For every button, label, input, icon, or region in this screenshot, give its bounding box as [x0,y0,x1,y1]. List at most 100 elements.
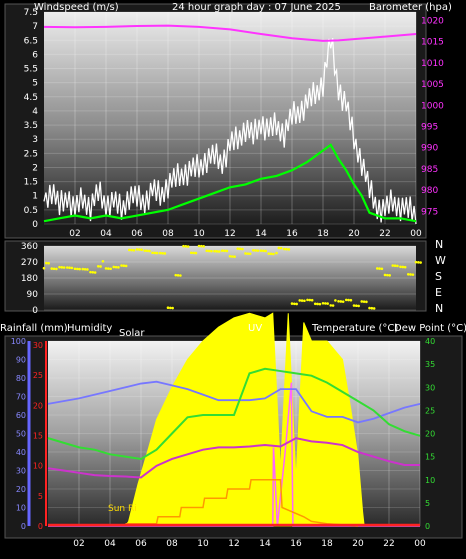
wind-direction-point [76,267,79,271]
top-x-tick-label: 14 [255,229,267,239]
wind-direction-point [391,264,395,267]
wind-direction-point [355,304,358,308]
temperature-tick-label: 30 [425,383,435,392]
wind-direction-point [210,249,213,253]
wind-direction-point [127,248,131,252]
temperature-tick-label: 15 [425,453,435,462]
wind-direction-point [55,267,58,271]
wind-direction-point [202,245,205,248]
bottom-x-tick-label: 04 [104,539,116,549]
wind-direction-point [174,273,178,277]
wind-direction-point [104,267,108,270]
top-x-tick-label: 20 [348,229,360,239]
wind-direction-point [380,267,384,271]
wind-direction-point [215,250,219,253]
humidity-tick-label: 0 [21,522,26,531]
wind-direction-point [182,244,185,248]
temperature-axis-title: Temperature (°C) [311,323,398,334]
wind-direction-point [306,298,309,302]
wind-direction-point [83,267,87,271]
wind-direction-point [241,247,244,251]
rainfall-tick-label: 20 [33,401,43,410]
direction-label-w: W [435,254,446,267]
rainfall-tick-label: 10 [33,462,43,471]
humidity-line [47,380,421,424]
top-chart-series [43,24,417,225]
barometer-tick-label: 1015 [421,38,444,48]
tick-labels: 02 04 06 08 10 12 14 16 18 20 22 0000.511.522.533.5… [11,8,444,549]
rainfall-tick-label: 30 [33,341,43,350]
wind-direction-point [50,267,54,270]
top-x-tick-label: 08 [162,229,174,239]
wind-direction-point [62,266,66,269]
barometer-tick-label: 985 [421,165,438,175]
wind-direction-point [163,252,167,255]
wind-direction-point [411,273,415,276]
windspeed-tick-label: 4 [32,107,38,117]
bottom-x-tick-label: 22 [383,539,394,549]
wind-direction-point [197,244,201,248]
wind-direction-point [169,306,172,310]
humidity-tick-label: 90 [16,356,26,365]
windspeed-axis-title: Windspeed (m/s) [34,2,119,13]
wind-direction-point [269,252,273,256]
wind-direction-point [334,299,337,302]
wind-direction-point [145,249,149,253]
humidity-tick-label: 70 [16,393,26,402]
bottom-x-tick-label: 12 [228,539,239,549]
windspeed-tick-label: 0.5 [24,206,38,216]
wind-direction-point [130,248,133,252]
windspeed-tick-label: 0 [32,220,38,230]
wind-direction-point [326,302,329,305]
wind-direction-point [360,300,364,303]
wind-direction-point [378,267,381,270]
wind-direction-point [207,249,211,253]
temperature-tick-label: 10 [425,476,435,485]
wind-direction-point [186,245,190,248]
wind-direction-point [285,247,288,251]
direction-label-n-top: N [435,238,443,251]
wind-direction-point [298,299,302,302]
humidity-tick-label: 50 [16,430,26,439]
windspeed-tick-label: 7.5 [24,8,38,18]
temperature-tick-label: 5 [425,499,430,508]
wind-direction-point [344,298,348,302]
wind-direction-point [135,248,139,251]
windspeed-tick-label: 2.5 [24,149,38,159]
chart-title: 24 hour graph day : 07 June 2025 [172,2,341,13]
solar-label: Solar [119,328,145,339]
wind-direction-point [73,267,77,271]
wind-direction-point [65,266,69,269]
top-x-tick-label: 22 [379,229,390,239]
wind-direction-point [132,248,136,252]
wind-direction-point [109,267,112,271]
wind-direction-point [223,249,226,253]
barometer-tick-label: 995 [421,122,438,132]
wind-direction-point [403,265,407,269]
top-x-tick-label: 16 [286,229,298,239]
barometer-tick-label: 1005 [421,80,444,90]
wind-direction-point [383,273,387,277]
windspeed-average-line [43,143,417,223]
wind-direction-point [200,244,203,248]
wind-direction-point [409,273,412,276]
direction-label-n-bottom: N [435,302,443,315]
wind-direction-point [324,302,327,305]
direction-chart-series [42,244,422,310]
wind-direction-point [303,299,306,303]
wind-direction-point [70,266,74,270]
wind-direction-point [220,249,224,252]
humidity-tick-label: 40 [16,448,26,457]
wind-direction-point [308,298,312,302]
wind-direction-point [347,298,350,302]
wind-direction-point [166,306,170,309]
wind-direction-point [192,251,195,255]
top-x-tick-label: 12 [224,229,235,239]
wind-direction-point [161,251,164,255]
wind-direction-point [52,267,56,271]
sunrise-annotation: Sun Ri [108,504,137,514]
bottom-x-tick-label: 02 [73,539,84,549]
wind-direction-point [313,302,317,306]
bottom-x-tick-label: 16 [290,539,302,549]
